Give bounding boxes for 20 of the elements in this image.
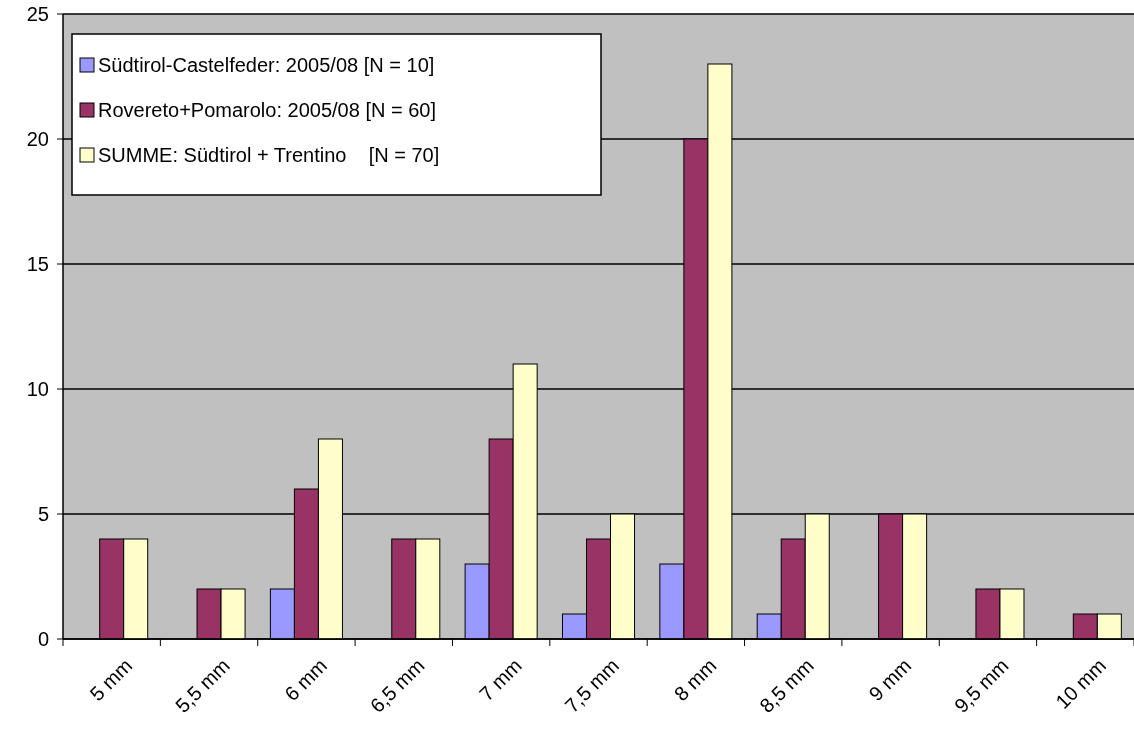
y-tick-label: 25 xyxy=(26,3,49,25)
y-tick-label: 0 xyxy=(37,628,49,650)
legend-label: SUMME: Südtirol + Trentino [N = 70] xyxy=(98,144,440,166)
x-tick-label: 10 mm xyxy=(1051,654,1111,713)
x-tick-label: 5,5 mm xyxy=(171,654,234,717)
x-tick-label: 7 mm xyxy=(474,654,526,706)
x-tick-label: 9,5 mm xyxy=(949,654,1013,717)
x-tick-label: 6 mm xyxy=(280,654,332,706)
y-tick-label: 10 xyxy=(26,378,49,400)
y-tick-label: 15 xyxy=(26,253,49,275)
y-tick-label: 5 xyxy=(37,503,49,525)
x-tick-label: 6,5 mm xyxy=(365,654,429,717)
x-tick-label: 7,5 mm xyxy=(560,654,624,717)
legend-label: Südtirol-Castelfeder: 2005/08 [N = 10] xyxy=(98,54,435,76)
x-tick-label: 9 mm xyxy=(864,654,916,706)
x-tick-label: 8,5 mm xyxy=(755,654,818,717)
x-tick-label: 5 mm xyxy=(85,654,137,706)
y-tick-label: 20 xyxy=(26,128,49,150)
x-tick-label: 8 mm xyxy=(669,654,721,706)
legend-label: Rovereto+Pomarolo: 2005/08 [N = 60] xyxy=(98,99,436,121)
